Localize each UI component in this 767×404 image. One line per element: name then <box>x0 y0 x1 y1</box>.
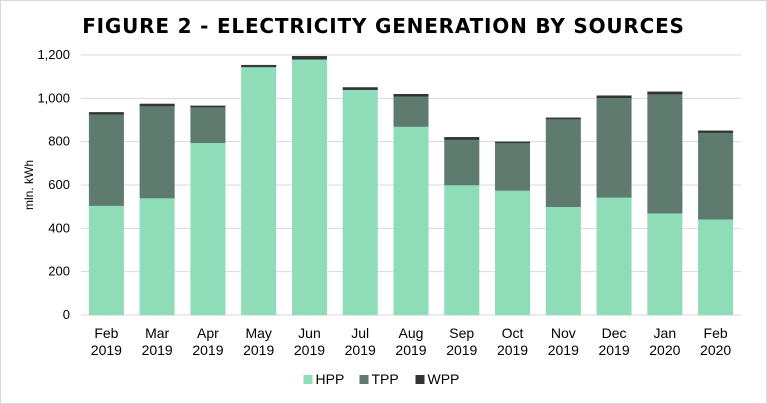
legend-swatch-hpp <box>303 375 313 384</box>
x-tick-label-year: 2019 <box>497 342 528 358</box>
bar-wpp <box>88 112 124 115</box>
bar-tpp <box>495 142 531 191</box>
bar-wpp <box>139 103 175 107</box>
x-tick-label-month: Nov <box>551 325 576 341</box>
bar-tpp <box>190 106 226 143</box>
x-tick-label-year: 2020 <box>649 342 680 358</box>
x-tick-label-year: 2020 <box>700 342 731 358</box>
x-tick-label-year: 2019 <box>598 342 629 358</box>
x-tick-label-month: Feb <box>704 325 728 341</box>
x-tick-label-year: 2019 <box>395 342 426 358</box>
legend-label-hpp: HPP <box>316 371 345 387</box>
bar-hpp <box>291 59 327 316</box>
bar-hpp <box>495 190 531 316</box>
bar-hpp <box>698 218 734 316</box>
x-tick-label-month: May <box>245 325 271 341</box>
bar-hpp <box>596 197 632 316</box>
x-tick-label-month: Feb <box>94 325 118 341</box>
bar-wpp <box>291 56 327 60</box>
bar-wpp <box>393 93 429 97</box>
bar-tpp <box>88 113 124 206</box>
x-tick-label-month: Apr <box>197 325 219 341</box>
x-tick-label-month: Jan <box>654 325 677 341</box>
x-tick-label-month: Jul <box>351 325 369 341</box>
bar-wpp <box>241 64 277 68</box>
bar-hpp <box>88 205 124 316</box>
x-tick-label-year: 2019 <box>192 342 223 358</box>
bar-hpp <box>342 89 378 316</box>
x-tick-label-month: Jun <box>298 325 321 341</box>
x-tick-label-year: 2019 <box>548 342 579 358</box>
bar-wpp <box>545 117 581 120</box>
y-axis-label: mln. kWh <box>22 160 36 210</box>
bar-hpp <box>241 66 277 316</box>
bar-tpp <box>139 105 175 199</box>
bar-tpp <box>393 95 429 127</box>
x-tick-label-year: 2019 <box>294 342 325 358</box>
bar-tpp <box>545 118 581 207</box>
y-tick-label: 0 <box>63 307 70 322</box>
bar-tpp <box>698 132 734 220</box>
x-tick-label-month: Mar <box>145 325 169 341</box>
bar-wpp <box>495 141 531 144</box>
bar-hpp <box>190 142 226 316</box>
legend-swatch-wpp <box>415 375 425 384</box>
bar-tpp <box>647 93 683 214</box>
bar-wpp <box>342 87 378 90</box>
bar-wpp <box>190 105 226 108</box>
bar-hpp <box>647 212 683 316</box>
x-tick-label-year: 2019 <box>142 342 173 358</box>
bar-wpp <box>647 91 683 95</box>
y-tick-label: 200 <box>48 264 70 279</box>
bar-hpp <box>444 184 480 316</box>
bar-hpp <box>139 197 175 316</box>
y-tick-label: 600 <box>48 177 70 192</box>
bar-hpp <box>393 126 429 316</box>
legend-label-wpp: WPP <box>428 371 460 387</box>
x-tick-label-month: Aug <box>399 325 424 341</box>
y-tick-label: 800 <box>48 134 70 149</box>
y-tick-label: 1,200 <box>37 47 70 62</box>
legend-label-tpp: TPP <box>372 371 399 387</box>
bar-wpp <box>698 130 734 133</box>
x-tick-label-month: Oct <box>502 325 524 341</box>
x-tick-label-year: 2019 <box>446 342 477 358</box>
bar-wpp <box>444 137 480 140</box>
y-tick-label: 400 <box>48 220 70 235</box>
legend-swatch-tpp <box>359 375 369 384</box>
x-tick-label-year: 2019 <box>243 342 274 358</box>
bar-tpp <box>444 139 480 186</box>
x-tick-label-month: Dec <box>602 325 627 341</box>
bar-wpp <box>596 95 632 98</box>
bar-tpp <box>596 97 632 198</box>
bar-hpp <box>545 206 581 316</box>
y-tick-label: 1,000 <box>37 90 70 105</box>
chart-title: FIGURE 2 - ELECTRICITY GENERATION BY SOU… <box>82 14 685 38</box>
x-tick-label-year: 2019 <box>345 342 376 358</box>
x-tick-label-year: 2019 <box>91 342 122 358</box>
x-tick-label-month: Sep <box>449 325 474 341</box>
